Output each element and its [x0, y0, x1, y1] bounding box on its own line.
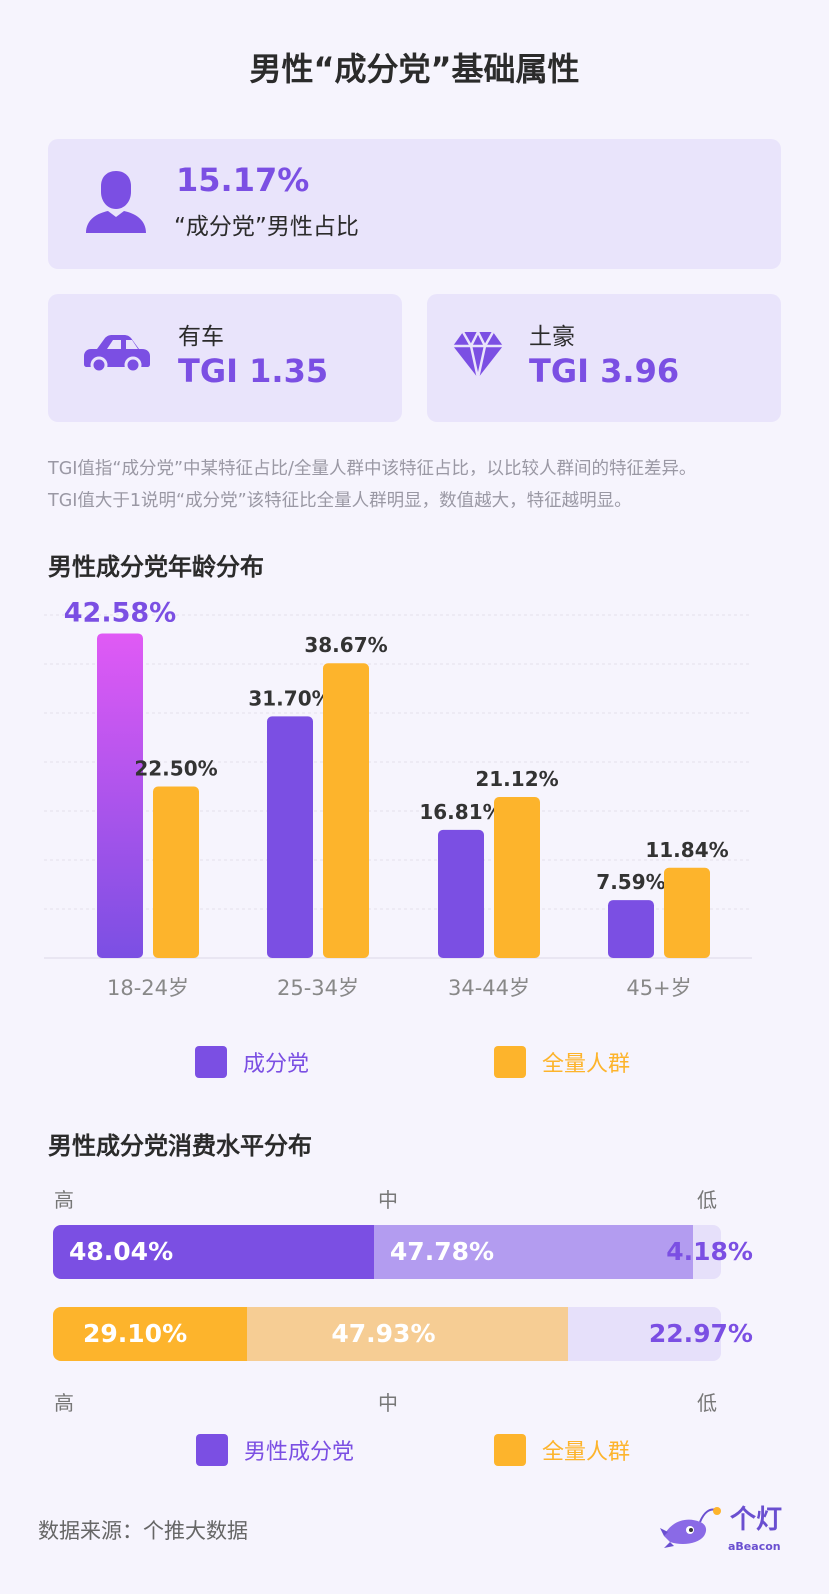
- x-tick-label: 25-34岁: [277, 976, 359, 1000]
- data-source-note: 数据来源：个推大数据: [38, 1519, 248, 1543]
- tgi-car-label: 有车: [178, 324, 224, 350]
- bar-chengfendang: [97, 633, 143, 958]
- x-tick-label: 45+岁: [626, 976, 691, 1000]
- bar-all-population: [494, 797, 540, 958]
- spending-bar-chengfendang: 48.04% 47.78% 4.18%: [53, 1225, 753, 1279]
- tgi-note-line-2: TGI值大于1说明“成分党”该特征比全量人群明显，数值越大，特征越明显。: [48, 491, 632, 511]
- data-label: 21.12%: [475, 767, 558, 791]
- spending-value-label: 48.04%: [69, 1237, 174, 1266]
- level-label-mid: 中: [378, 1188, 398, 1212]
- tgi-rich-label: 土豪: [529, 324, 575, 350]
- male-ratio-card: 15.17% “成分党”男性占比: [48, 139, 781, 269]
- page-title: 男性“成分党”基础属性: [249, 50, 580, 88]
- spending-value-label: 47.78%: [389, 1237, 495, 1266]
- tgi-rich-card: 土豪 TGI 3.96: [427, 294, 781, 422]
- legend-swatch-orange: [494, 1434, 526, 1466]
- legend-swatch-purple: [195, 1046, 227, 1078]
- bar-chengfendang: [267, 716, 313, 958]
- spending-value-label: 4.18%: [666, 1237, 753, 1266]
- spending-segment-mid: 47.78%: [373, 1225, 694, 1279]
- level-label-high: 高: [54, 1391, 74, 1415]
- data-label: 38.67%: [304, 633, 387, 657]
- spending-segment-high: 29.10%: [53, 1307, 248, 1361]
- age-section-title: 男性成分党年龄分布: [48, 553, 264, 581]
- bar-all-population: [323, 663, 369, 958]
- legend-item-all-population: 全量人群: [494, 1046, 630, 1078]
- bar-all-population: [153, 786, 199, 958]
- legend-label: 全量人群: [542, 1052, 631, 1077]
- bar-chengfendang: [438, 829, 484, 958]
- brand-sub: aBeacon: [728, 1540, 781, 1553]
- x-tick-label: 34-44岁: [448, 976, 530, 1000]
- legend-swatch-orange: [494, 1046, 526, 1078]
- spending-segment-mid: 47.93%: [247, 1307, 568, 1361]
- male-ratio-label: “成分党”男性占比: [174, 214, 359, 240]
- male-ratio-value: 15.17%: [176, 161, 310, 199]
- x-tick-label: 18-24岁: [107, 976, 189, 1000]
- legend-item-all-population: 全量人群: [494, 1434, 630, 1466]
- car-icon: [84, 335, 150, 374]
- spending-value-label: 22.97%: [648, 1319, 753, 1348]
- abeacon-logo: 个灯 aBeacon: [660, 1505, 782, 1553]
- age-bar-chart: 42.58% 22.50% 18-24岁 31.70% 38.67% 25-34岁 16.8…: [44, 597, 752, 1000]
- level-label-low: 低: [697, 1391, 717, 1415]
- spending-segment-high: 48.04%: [53, 1225, 374, 1279]
- legend-label: 成分党: [243, 1052, 310, 1077]
- bar-chengfendang: [608, 900, 654, 958]
- spending-segment-low: 22.97%: [567, 1307, 753, 1361]
- data-label: 22.50%: [134, 757, 217, 781]
- spending-section-title: 男性成分党消费水平分布: [48, 1132, 312, 1160]
- data-label: 11.84%: [645, 838, 728, 862]
- tgi-note-line-1: TGI值指“成分党”中某特征占比/全量人群中该特征占比，以比较人群间的特征差异。: [48, 459, 697, 479]
- legend-label: 全量人群: [542, 1440, 631, 1465]
- spending-segment-low: 4.18%: [666, 1225, 753, 1279]
- level-label-low: 低: [697, 1188, 717, 1212]
- tgi-car-card: 有车 TGI 1.35: [48, 294, 402, 422]
- tgi-rich-value: TGI 3.96: [529, 352, 680, 390]
- legend-label: 男性成分党: [244, 1440, 355, 1465]
- legend-swatch-purple: [196, 1434, 228, 1466]
- spending-value-label: 29.10%: [83, 1319, 188, 1348]
- level-label-mid: 中: [378, 1391, 398, 1415]
- diamond-icon: [453, 330, 503, 379]
- data-label: 7.59%: [596, 870, 665, 894]
- person-icon: [86, 171, 146, 233]
- legend-item-male-chengfendang: 男性成分党: [196, 1434, 354, 1466]
- brand-name: 个灯: [730, 1505, 782, 1535]
- data-label: 31.70%: [248, 686, 331, 710]
- legend-item-chengfendang: 成分党: [195, 1046, 309, 1078]
- tgi-car-value: TGI 1.35: [178, 352, 329, 390]
- level-label-high: 高: [54, 1188, 74, 1212]
- bar-all-population: [664, 867, 710, 958]
- spending-bar-all-population: 29.10% 47.93% 22.97%: [53, 1307, 753, 1361]
- data-label: 16.81%: [419, 800, 502, 824]
- data-label: 42.58%: [64, 597, 176, 628]
- spending-value-label: 47.93%: [331, 1319, 436, 1348]
